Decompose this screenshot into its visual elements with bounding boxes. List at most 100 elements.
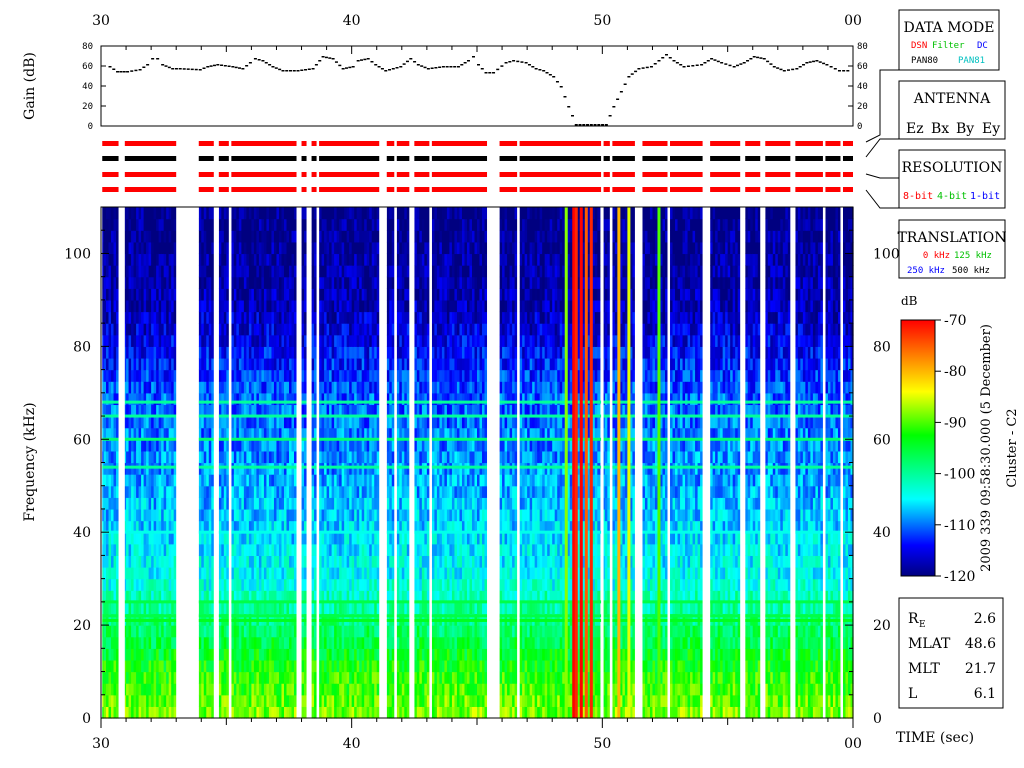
spectrogram-cell xyxy=(414,474,418,487)
spectrogram-cell xyxy=(386,207,390,220)
spectrogram-cell xyxy=(166,241,170,255)
spectrogram-cell xyxy=(243,218,247,231)
spectrogram-cell xyxy=(406,253,410,266)
gain-point xyxy=(289,70,292,72)
spectrogram-cell xyxy=(128,578,132,591)
spectrogram-cell xyxy=(206,439,210,452)
mode-bar-segment xyxy=(825,141,841,146)
spectrogram-cell xyxy=(266,230,270,243)
spectrogram-cell xyxy=(271,381,275,394)
spectrogram-cell xyxy=(111,625,115,638)
spectrogram-cell xyxy=(356,601,360,615)
spectrogram-cell xyxy=(151,520,155,533)
spectrogram-cell xyxy=(339,474,343,487)
spectrogram-cell xyxy=(246,601,250,615)
spectrogram-cell xyxy=(326,230,330,243)
spectrogram-cell xyxy=(223,555,227,568)
spectrogram-cell xyxy=(248,265,252,278)
spectrogram-cell xyxy=(344,567,348,580)
spectrogram-cell xyxy=(424,427,428,440)
spectrogram-cell xyxy=(304,636,308,649)
spectrogram-cell xyxy=(103,404,107,417)
gain-point xyxy=(516,60,520,63)
spectrogram-cell xyxy=(131,659,135,673)
spectrogram-cell xyxy=(359,625,363,638)
spectrogram-cell xyxy=(261,543,265,557)
spectrogram-cell xyxy=(141,416,145,429)
spectrogram-cell xyxy=(344,636,348,649)
gain-point xyxy=(574,124,578,126)
spectrogram-cell xyxy=(336,636,340,649)
spectrogram-cell xyxy=(364,683,368,696)
spectrogram-cell xyxy=(366,683,370,696)
spectrogram-cell xyxy=(273,218,278,231)
spectrogram-cell xyxy=(344,671,348,684)
spectrogram-cell xyxy=(136,323,140,336)
gain-point xyxy=(716,60,720,63)
spectrogram-cell xyxy=(334,346,338,359)
spectrogram-cell xyxy=(198,590,202,603)
spectrogram-cell xyxy=(171,299,175,313)
gain-point xyxy=(534,68,538,70)
spectrogram-cell xyxy=(128,276,132,289)
spectrogram-cell xyxy=(236,346,240,359)
spectrogram-cell xyxy=(211,590,215,603)
spectrogram-cell xyxy=(208,555,212,568)
spectrogram-cell xyxy=(208,207,212,220)
spectrogram-cell xyxy=(203,578,207,591)
spectrogram-cell xyxy=(198,392,202,406)
spectrogram-cell xyxy=(161,230,165,243)
spectrogram-cell xyxy=(108,311,112,324)
spectrogram-cell xyxy=(276,323,280,336)
spectrogram-cell xyxy=(294,218,298,231)
spectrogram-cell xyxy=(324,474,328,487)
spectrogram-cell xyxy=(396,474,400,487)
spectrogram-cell xyxy=(396,555,400,568)
spectrogram-cell xyxy=(331,543,335,557)
spectrogram-cell xyxy=(268,508,273,522)
spectrogram-cell xyxy=(173,694,177,707)
spectrogram-cell xyxy=(206,299,210,313)
spectrogram-cell xyxy=(286,253,290,266)
spectrogram-cell xyxy=(158,288,162,301)
spectrogram-cell xyxy=(424,590,428,603)
spectrogram-cell xyxy=(419,706,423,719)
spectrogram-cell xyxy=(106,253,110,266)
gain-point xyxy=(314,64,318,66)
mode-bar-segment xyxy=(670,156,703,161)
spectrogram-cell xyxy=(151,567,155,580)
spectrogram-cell xyxy=(356,207,360,220)
mode-bar-segment xyxy=(765,187,791,192)
spectrogram-cell xyxy=(281,323,285,336)
spectrogram-cell xyxy=(359,439,363,452)
spectrogram-cell xyxy=(243,474,247,487)
spectrogram-cell xyxy=(354,636,358,649)
spectrogram-cell xyxy=(123,346,127,359)
spectrogram-cell xyxy=(156,416,160,429)
spectrogram-cell xyxy=(334,508,338,522)
spectrogram-cell xyxy=(126,590,130,603)
spectrogram-cell xyxy=(243,311,247,324)
spectrogram-cell xyxy=(331,276,335,289)
spectrogram-cell xyxy=(111,218,115,231)
spectrogram-cell xyxy=(404,497,408,510)
spectrogram-cell xyxy=(106,416,110,429)
mode-bar-segment xyxy=(301,156,307,161)
spectrogram-cell xyxy=(151,334,155,347)
spectrogram-cell xyxy=(128,694,132,707)
spectrogram-cell xyxy=(371,253,375,266)
spectrogram-cell xyxy=(359,381,363,394)
spectrogram-cell xyxy=(389,253,393,266)
mode-bar-segment xyxy=(102,187,119,192)
spectrogram-cell xyxy=(304,416,308,429)
spectrogram-cell xyxy=(141,207,145,220)
spectrogram-cell xyxy=(151,508,155,522)
spectrogram-cell xyxy=(148,567,152,580)
spectrogram-cell xyxy=(113,683,117,696)
spectrogram-cell xyxy=(329,381,333,394)
gain-point xyxy=(746,60,750,62)
spectrogram-cell xyxy=(276,520,280,533)
spectrogram-cell xyxy=(143,543,147,557)
spectrogram-cell xyxy=(329,218,333,231)
spectrogram-cell xyxy=(133,357,137,371)
